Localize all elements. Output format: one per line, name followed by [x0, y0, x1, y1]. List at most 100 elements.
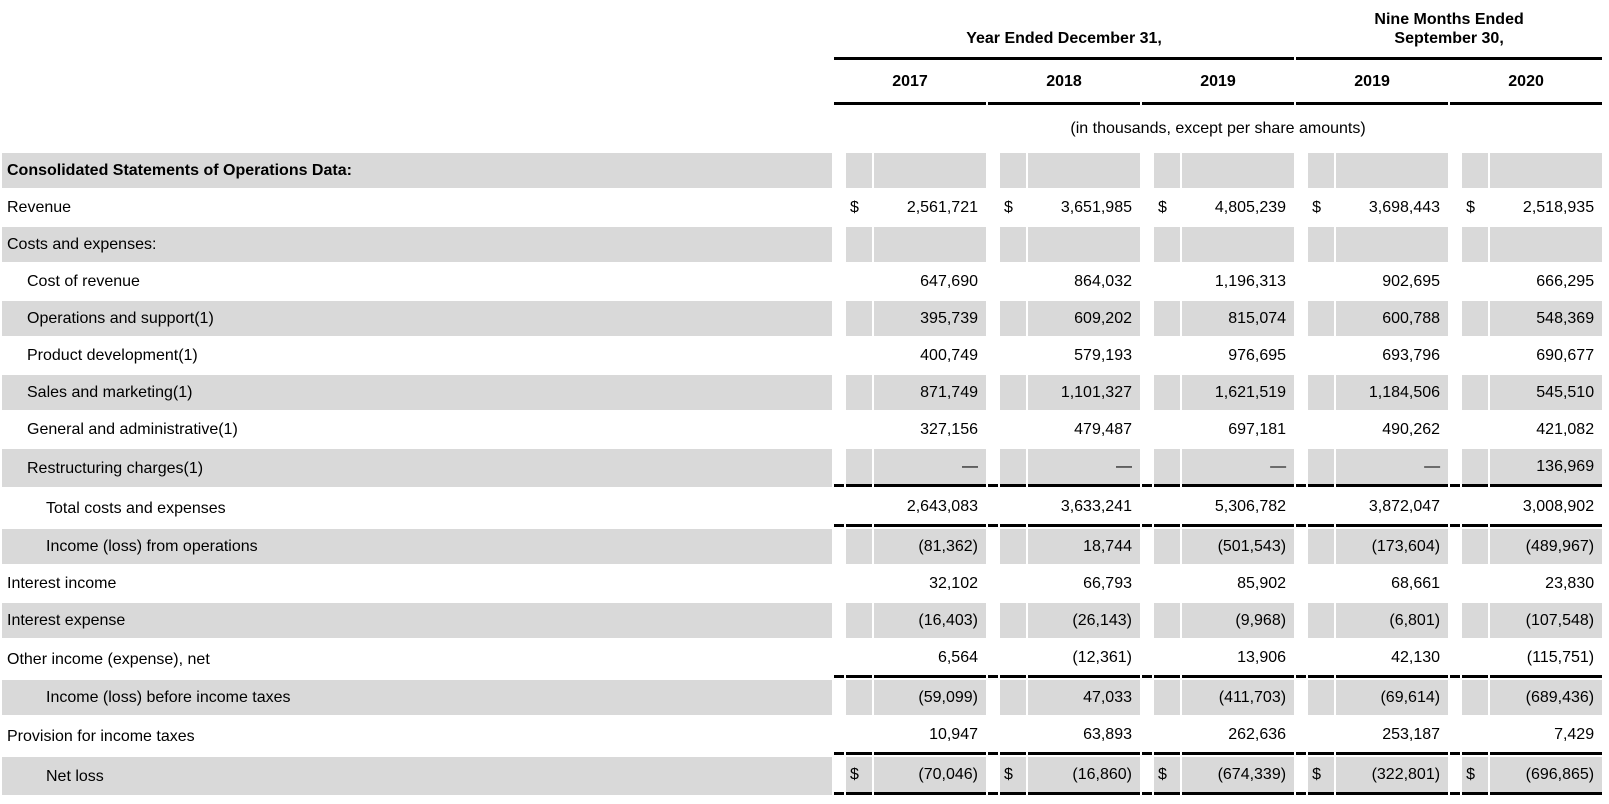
value-cell [1182, 153, 1295, 188]
currency-cell [1000, 489, 1026, 527]
row-label: Income (loss) before income taxes [2, 680, 832, 715]
value-cell: 85,902 [1237, 575, 1287, 592]
currency-cell [1308, 338, 1334, 373]
row-net-loss: Net loss $ (70,046) $ (16,860) $ (674,339) $ (32… [2, 757, 1603, 795]
currency-cell [1154, 338, 1180, 373]
value-cell: 871,749 [874, 375, 986, 410]
currency-cell [1308, 375, 1335, 410]
currency-cell [1308, 412, 1334, 447]
currency-cell [1000, 680, 1026, 715]
value-cell: (689,436) [1490, 680, 1603, 715]
value-cell [1028, 227, 1140, 262]
row-label: Total costs and expenses [46, 499, 226, 517]
spacer-cell [988, 603, 998, 638]
currency-cell [1462, 338, 1488, 373]
spacer-cell [988, 449, 998, 487]
value-cell: (696,865) [1490, 757, 1603, 795]
currency-cell [1462, 717, 1489, 755]
row-provision-for-income-taxes: Provision for income taxes 10,947 63,893 26… [2, 717, 1603, 755]
row-restructuring-charges-1: Restructuring charges(1) — — — — 136,969 [2, 449, 1603, 487]
value-cell: 327,156 [920, 421, 978, 438]
year-column-header: 2020 [1450, 62, 1603, 105]
currency-cell [1154, 717, 1180, 755]
currency-cell [1154, 640, 1180, 678]
value-cell: 902,695 [1382, 273, 1441, 290]
spacer-cell [1142, 264, 1152, 299]
spacer-cell [1450, 757, 1461, 795]
currency-cell [1462, 301, 1489, 336]
spacer-cell [834, 529, 844, 564]
currency-cell [1000, 412, 1026, 447]
currency-cell [846, 717, 872, 755]
spacer-cell [1296, 264, 1306, 299]
value-cell: — [874, 449, 986, 487]
value-cell: 2,643,083 [874, 489, 986, 527]
currency-cell [846, 375, 872, 410]
spacer-cell [988, 566, 998, 601]
currency-cell [846, 640, 872, 678]
currency-cell [1462, 375, 1489, 410]
row-income-loss-from-operations: Income (loss) from operations (81,362) 18,… [2, 529, 1603, 564]
row-label: Interest income [7, 575, 117, 592]
value-cell: 10,947 [874, 717, 986, 755]
value-cell: (12,361) [1028, 640, 1140, 678]
currency-cell: $ [1158, 199, 1167, 216]
currency-cell [1000, 717, 1026, 755]
value-cell: 2,518,935 [1522, 199, 1595, 216]
spacer-cell [1450, 227, 1460, 262]
currency-cell [1462, 449, 1489, 487]
currency-cell [846, 529, 872, 564]
value-cell [1490, 153, 1603, 188]
spacer-cell [1450, 680, 1460, 715]
row-income-loss-before-income-taxes: Income (loss) before income taxes (59,099… [2, 680, 1603, 715]
row-revenue: Revenue $2,561,721 $3,651,985 $4,805,239 $3,… [2, 190, 1602, 225]
currency-cell: $ [1154, 757, 1180, 795]
currency-cell [1000, 449, 1026, 487]
spacer-cell [1142, 375, 1152, 410]
currency-cell [846, 301, 872, 336]
value-cell: 421,082 [1536, 421, 1595, 438]
currency-cell [1154, 603, 1180, 638]
value-cell: 3,633,241 [1028, 489, 1140, 527]
value-cell: 666,295 [1536, 273, 1595, 290]
value-cell: 63,893 [1028, 717, 1140, 755]
spacer-cell [834, 640, 844, 678]
spacer-cell [1450, 566, 1460, 601]
spacer-cell [1142, 449, 1152, 487]
col-group-year-ended: Year Ended December 31, [834, 4, 1295, 60]
spacer-cell [988, 227, 998, 262]
spacer-cell [834, 301, 844, 336]
spacer-cell [1296, 449, 1307, 487]
currency-cell [1154, 412, 1180, 447]
value-cell: (16,403) [874, 603, 986, 638]
value-cell: 2,561,721 [906, 199, 978, 216]
spacer-cell [834, 338, 844, 373]
currency-cell [1308, 640, 1335, 678]
value-cell: 66,793 [1083, 575, 1132, 592]
currency-cell [1308, 489, 1335, 527]
spacer-cell [1296, 566, 1306, 601]
spacer-cell [834, 717, 844, 755]
currency-cell [1154, 227, 1180, 262]
currency-cell: $ [846, 757, 872, 795]
header-spacer [2, 4, 832, 60]
spacer-cell [988, 640, 998, 678]
spacer-cell [1296, 190, 1306, 225]
currency-cell [1154, 529, 1180, 564]
value-cell: 3,872,047 [1336, 489, 1449, 527]
value-cell: 545,510 [1490, 375, 1603, 410]
spacer-cell [1142, 757, 1152, 795]
year-column-header: 2019 [1296, 62, 1449, 105]
spacer-cell [988, 680, 998, 715]
spacer-cell [1142, 489, 1152, 527]
spacer-cell [834, 680, 844, 715]
row-label: Restructuring charges(1) [2, 449, 832, 487]
currency-cell [1462, 412, 1488, 447]
row-label: Provision for income taxes [7, 727, 195, 745]
value-cell: 3,008,902 [1490, 489, 1603, 527]
value-cell: 864,032 [1074, 273, 1132, 290]
spacer-cell [988, 301, 998, 336]
spacer-cell [1296, 680, 1306, 715]
spacer-cell [988, 264, 998, 299]
